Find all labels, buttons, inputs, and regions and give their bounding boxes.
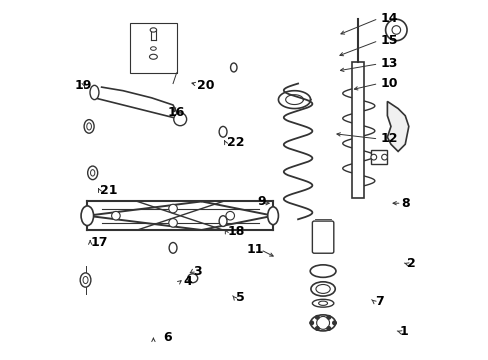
Circle shape xyxy=(332,321,336,325)
Ellipse shape xyxy=(267,207,278,225)
Ellipse shape xyxy=(87,166,98,180)
Circle shape xyxy=(315,315,319,319)
Text: 11: 11 xyxy=(246,243,264,256)
Ellipse shape xyxy=(86,123,91,130)
Ellipse shape xyxy=(150,47,156,50)
Ellipse shape xyxy=(83,276,88,284)
Bar xyxy=(370,150,386,164)
Circle shape xyxy=(315,327,319,330)
Ellipse shape xyxy=(310,282,335,296)
Text: 13: 13 xyxy=(380,57,397,71)
Circle shape xyxy=(168,204,177,213)
Text: 6: 6 xyxy=(163,331,172,344)
Text: 16: 16 xyxy=(167,105,185,119)
Text: 17: 17 xyxy=(91,236,108,249)
Circle shape xyxy=(309,321,313,325)
Ellipse shape xyxy=(81,206,93,226)
Circle shape xyxy=(326,327,330,330)
Ellipse shape xyxy=(84,120,94,133)
Text: 7: 7 xyxy=(374,295,383,308)
Text: 9: 9 xyxy=(257,195,265,208)
Text: 18: 18 xyxy=(227,225,244,238)
Text: 4: 4 xyxy=(183,275,192,288)
Text: 3: 3 xyxy=(192,265,201,278)
Ellipse shape xyxy=(90,170,95,176)
Ellipse shape xyxy=(219,216,226,226)
Circle shape xyxy=(326,315,330,319)
Text: 1: 1 xyxy=(399,325,408,338)
Polygon shape xyxy=(386,102,408,152)
Circle shape xyxy=(385,19,406,41)
Circle shape xyxy=(316,316,329,329)
Ellipse shape xyxy=(309,265,335,277)
Bar xyxy=(351,62,364,198)
Ellipse shape xyxy=(318,301,327,305)
FancyBboxPatch shape xyxy=(312,221,333,253)
Ellipse shape xyxy=(230,63,237,72)
Text: 20: 20 xyxy=(197,79,214,92)
Circle shape xyxy=(168,219,177,227)
Ellipse shape xyxy=(90,85,99,100)
Circle shape xyxy=(173,113,186,126)
Circle shape xyxy=(381,154,386,160)
Text: 10: 10 xyxy=(380,77,397,90)
Ellipse shape xyxy=(150,28,156,32)
Text: 21: 21 xyxy=(100,184,117,197)
Ellipse shape xyxy=(187,274,197,283)
Text: 2: 2 xyxy=(406,257,415,270)
Circle shape xyxy=(391,26,400,34)
Bar xyxy=(130,23,176,73)
Text: 5: 5 xyxy=(235,291,244,305)
Ellipse shape xyxy=(80,273,91,287)
Text: 12: 12 xyxy=(380,132,397,145)
Ellipse shape xyxy=(149,54,157,59)
Text: 14: 14 xyxy=(380,12,397,25)
Ellipse shape xyxy=(219,126,226,137)
Text: 19: 19 xyxy=(74,79,92,92)
Text: 15: 15 xyxy=(380,34,397,47)
Circle shape xyxy=(111,211,120,220)
Circle shape xyxy=(225,211,234,220)
Ellipse shape xyxy=(315,284,329,293)
Ellipse shape xyxy=(310,315,335,331)
Text: 22: 22 xyxy=(226,136,244,149)
Ellipse shape xyxy=(312,299,333,307)
Circle shape xyxy=(370,154,376,160)
Text: 8: 8 xyxy=(401,197,409,210)
Ellipse shape xyxy=(169,243,177,253)
